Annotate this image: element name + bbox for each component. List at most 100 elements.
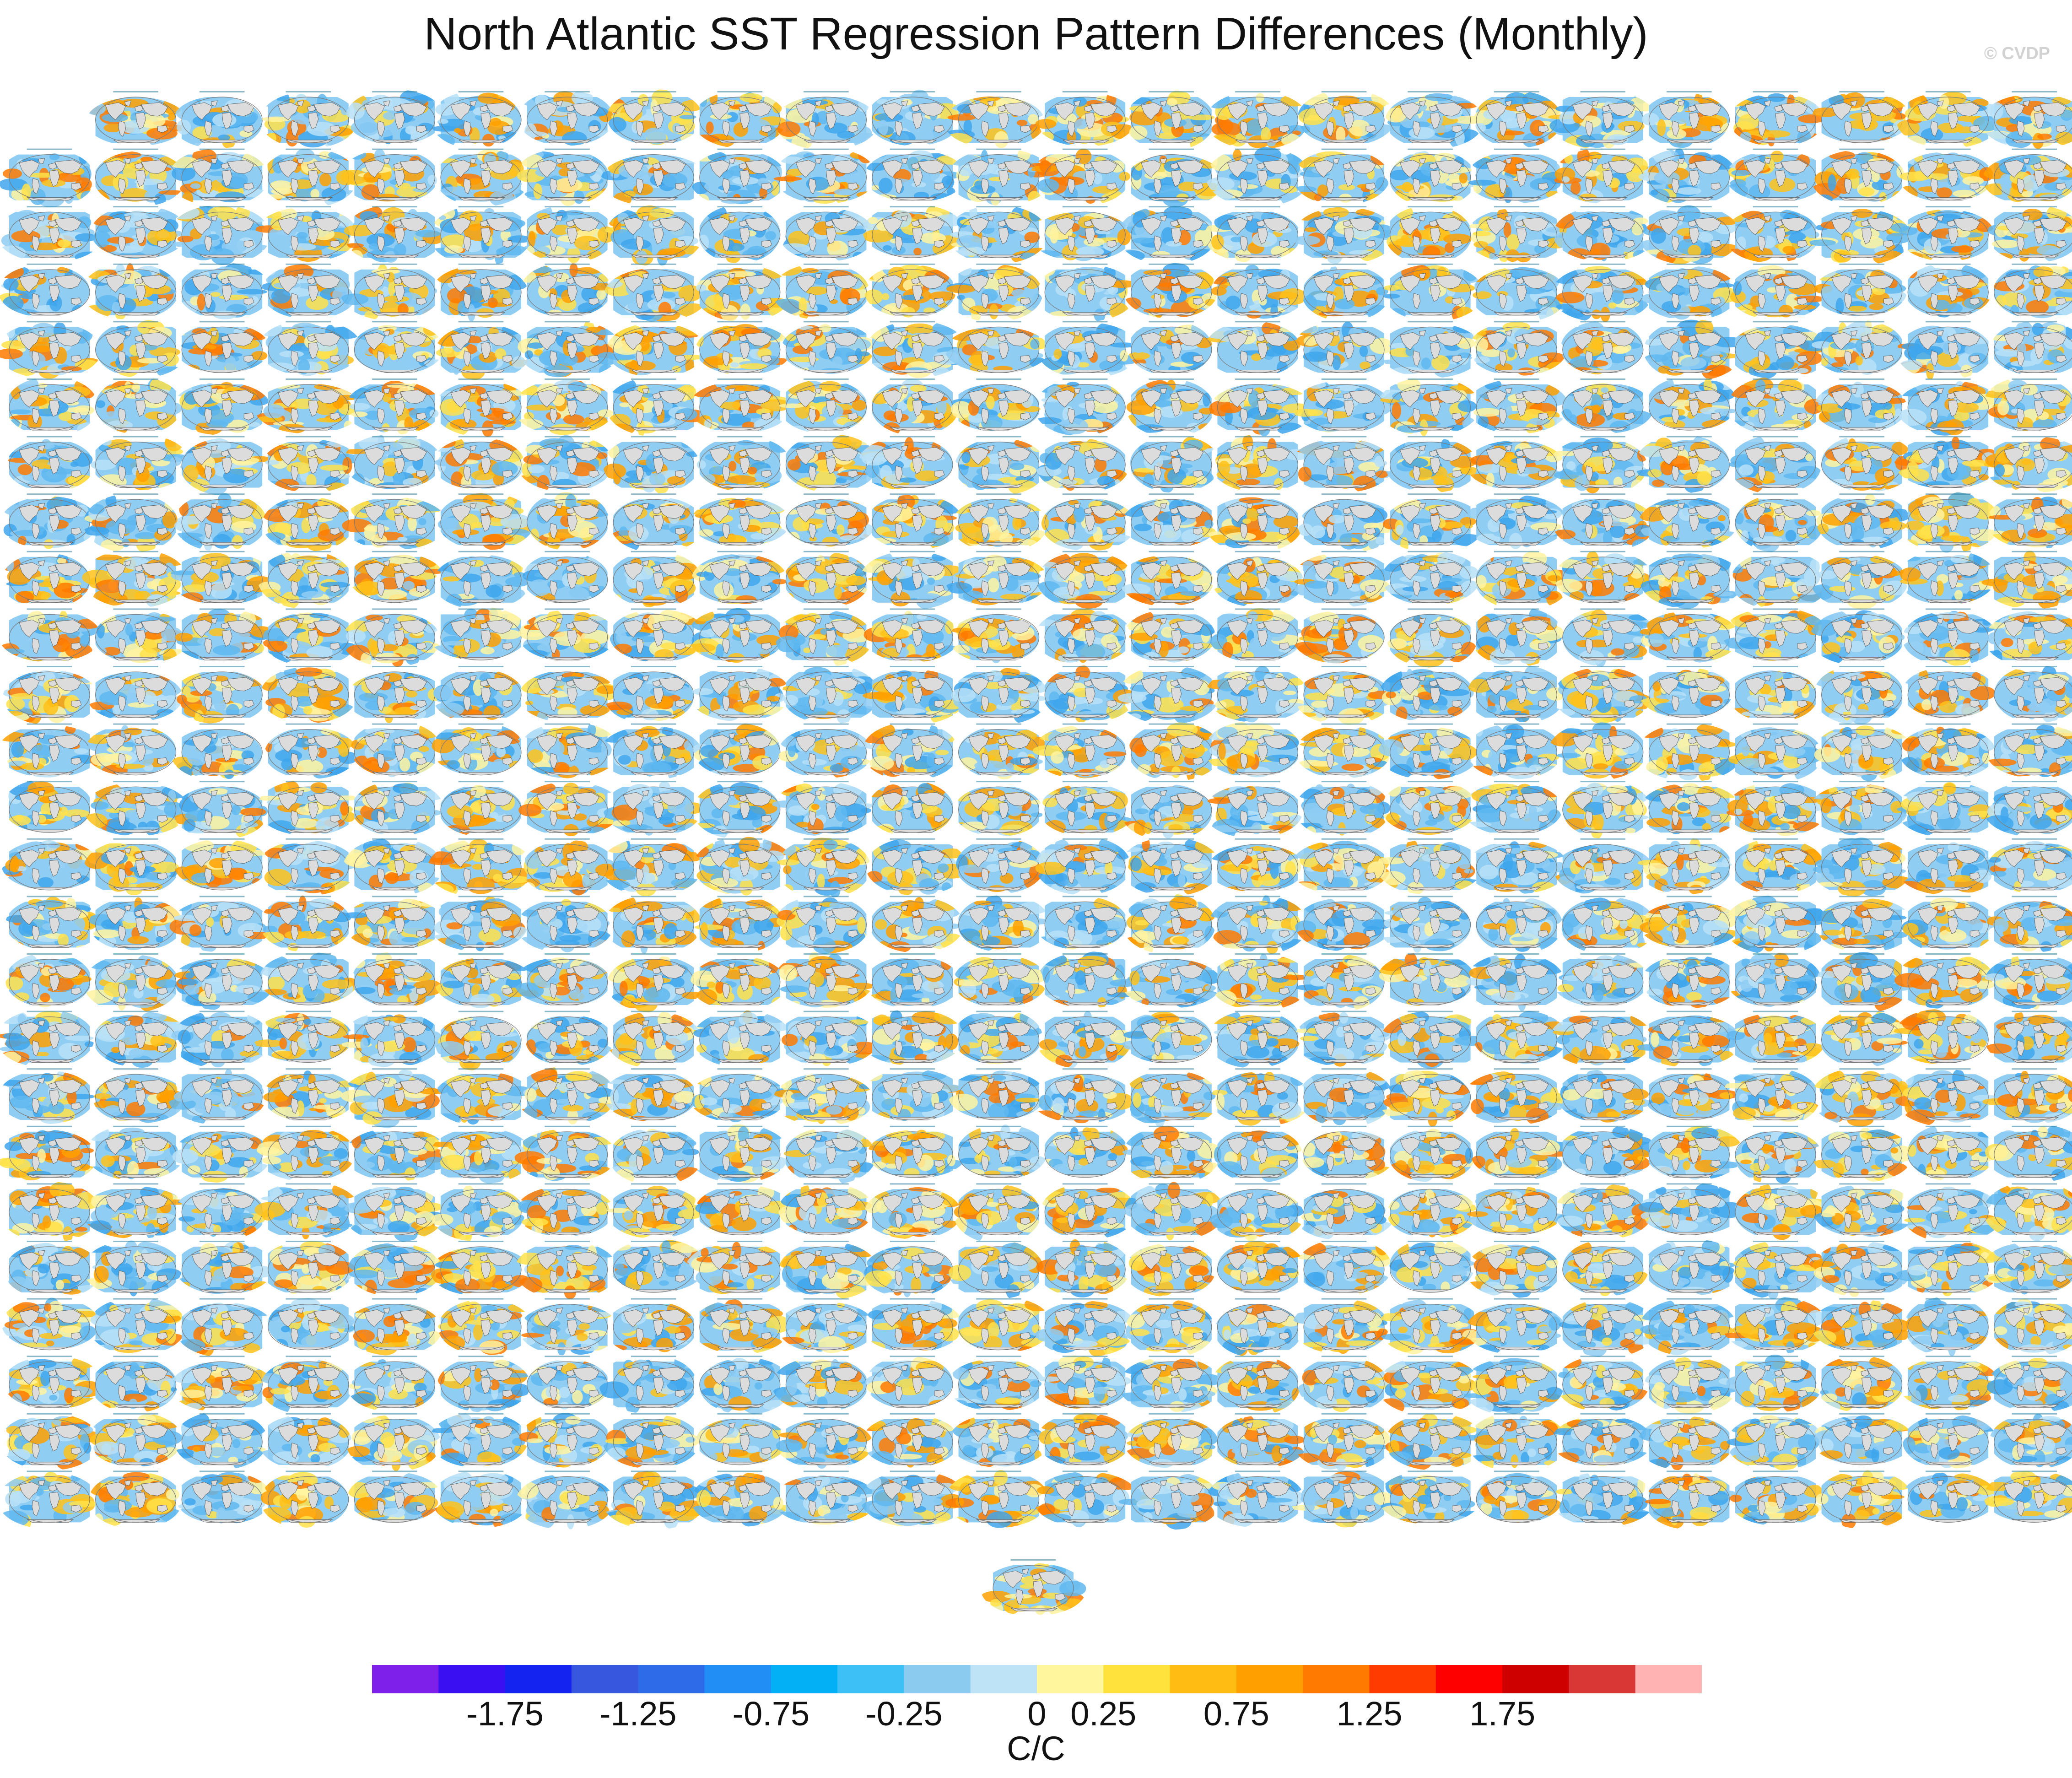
- map-panel: [945, 321, 1049, 373]
- map-panel: [86, 1124, 186, 1181]
- map-panel: [85, 723, 177, 776]
- map-panel: [1122, 1068, 1219, 1128]
- map-panel: [1036, 551, 1134, 609]
- map-panel: [956, 1297, 1052, 1353]
- map-panel: [601, 1470, 707, 1530]
- map-panel: [778, 1183, 874, 1236]
- map-panel: [526, 492, 609, 551]
- map-panel: [1726, 1011, 1826, 1067]
- map-panel: [1036, 1413, 1132, 1467]
- map-panel: [1896, 91, 2002, 149]
- map-panel: [438, 1298, 533, 1356]
- map-panel: [514, 1125, 617, 1182]
- map-panel: [691, 1470, 790, 1527]
- map-panel: [1811, 838, 1913, 897]
- map-panel: [1384, 1413, 1485, 1470]
- map-panel: [1294, 1011, 1392, 1067]
- map-panel: [1128, 722, 1222, 781]
- colorbar-bin-17: [1502, 1665, 1569, 1693]
- map-panel: [1208, 895, 1308, 955]
- map-panel: [526, 1356, 610, 1410]
- map-panel: [1290, 838, 1391, 894]
- map-panel: [435, 321, 531, 380]
- map-panel: [1735, 1125, 1823, 1185]
- map-panel: [345, 378, 442, 435]
- map-panel: [606, 321, 706, 378]
- map-panel: [1034, 896, 1128, 950]
- map-panel: [1117, 665, 1220, 724]
- map-panel: [778, 1241, 879, 1300]
- map-panel-grid: [0, 89, 2072, 1616]
- colorbar-tick-label: 0.25: [1070, 1693, 1136, 1735]
- map-panel: [1209, 378, 1313, 436]
- map-panel: [947, 1240, 1044, 1299]
- map-panel: [604, 263, 708, 322]
- map-panel: [1556, 1355, 1650, 1412]
- map-panel: [518, 666, 618, 723]
- map-panel: [1810, 148, 1905, 206]
- map-panel: [1816, 493, 1910, 551]
- map-panel: [91, 1356, 178, 1413]
- map-panel: [1821, 434, 1916, 492]
- map-panel: [173, 1411, 268, 1470]
- map-panel: [1986, 1356, 2072, 1413]
- map-panel: [689, 148, 787, 207]
- credit-label: © CVDP: [1984, 44, 2050, 64]
- map-panel: [6, 436, 94, 492]
- map-panel: [1295, 723, 1391, 779]
- map-panel: [172, 91, 263, 149]
- map-panel: [1639, 608, 1740, 663]
- colorbar-bin-18: [1569, 1665, 1636, 1693]
- map-panel: [1122, 893, 1216, 955]
- map-panel: [1208, 606, 1304, 663]
- colorbar-bin-5: [704, 1665, 772, 1693]
- map-panel: [945, 1470, 1049, 1528]
- map-panel: [3, 1356, 103, 1410]
- map-panel: [1554, 838, 1655, 897]
- map-panel: [1121, 1011, 1212, 1064]
- map-panel: [1562, 1240, 1649, 1297]
- map-panel: [431, 263, 529, 322]
- map-panel: [180, 436, 274, 496]
- map-panel: [435, 953, 534, 1008]
- map-panel: [1378, 723, 1479, 780]
- map-panel: [264, 723, 358, 779]
- map-panel: [1898, 206, 1995, 261]
- map-panel: [1894, 952, 1995, 1009]
- map-panel: [432, 666, 524, 724]
- map-panel: [599, 723, 702, 780]
- map-panel: [981, 1559, 1086, 1616]
- map-panel: [0, 1125, 97, 1185]
- map-panel: [1042, 665, 1137, 723]
- map-panel: [866, 493, 963, 550]
- map-panel: [91, 434, 190, 491]
- map-panel: [1722, 607, 1829, 661]
- map-panel: [93, 1068, 186, 1124]
- map-panel: [93, 608, 190, 664]
- colorbar-tick-label: -0.25: [865, 1693, 943, 1735]
- map-panel: [958, 723, 1049, 780]
- colorbar-bin-2: [505, 1665, 572, 1693]
- map-panel: [698, 205, 781, 264]
- map-panel: [1295, 780, 1391, 838]
- map-panel: [1639, 781, 1742, 838]
- colorbar-bin-14: [1303, 1665, 1370, 1693]
- map-panel: [95, 377, 183, 435]
- map-panel: [344, 1125, 449, 1181]
- map-panel: [1813, 723, 1914, 781]
- map-panel: [1296, 1239, 1392, 1295]
- map-panel: [1043, 1125, 1128, 1178]
- map-panel: [953, 953, 1047, 1008]
- map-panel: [342, 493, 448, 550]
- map-panel: [258, 551, 352, 609]
- map-panel: [1724, 206, 1819, 263]
- map-panel: [1206, 1470, 1305, 1528]
- map-panel: [169, 551, 275, 605]
- map-panel: [688, 378, 791, 433]
- map-panel: [1638, 666, 1733, 718]
- map-panel: [1641, 953, 1739, 1008]
- map-panel: [1989, 1413, 2072, 1469]
- map-panel: [1645, 1470, 1738, 1530]
- map-panel: [1811, 1298, 1914, 1352]
- map-panel: [1475, 551, 1571, 611]
